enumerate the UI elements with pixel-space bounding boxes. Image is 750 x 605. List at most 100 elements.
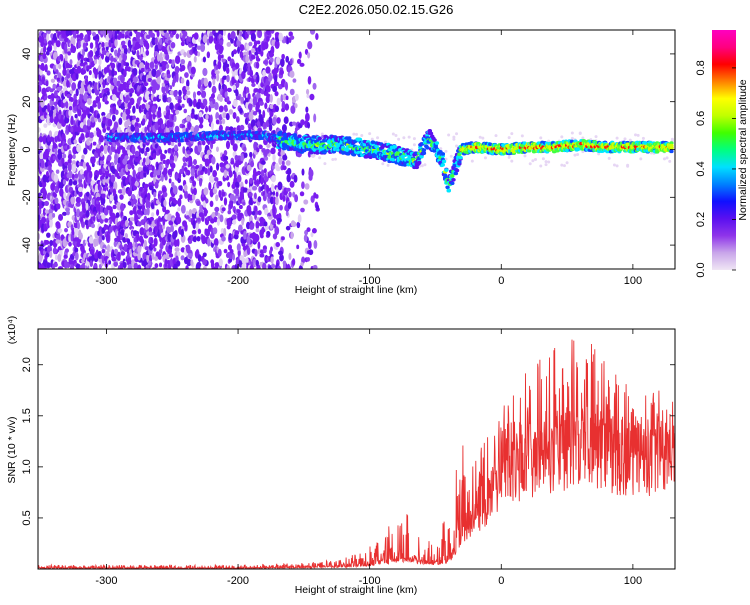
spectrogram-noise-point <box>165 210 169 214</box>
spectrogram-noise-point <box>266 144 270 148</box>
spectrogram-noise-point <box>262 263 266 271</box>
spectrogram-noise-point <box>521 134 524 137</box>
spectrogram-noise-point <box>64 44 67 51</box>
spectrogram-noise-point <box>205 198 208 203</box>
spectrogram-noise-point <box>193 237 197 243</box>
spectrogram-noise-point <box>539 136 542 139</box>
spectrogram-noise-point <box>53 193 57 198</box>
spectrogram-noise-point <box>171 42 176 48</box>
spectrogram-noise-point <box>189 99 193 106</box>
spectrogram-noise-point <box>190 126 194 133</box>
spectrogram-noise-point <box>275 105 279 112</box>
spectrogram-noise-point <box>299 63 304 67</box>
spectrogram-noise-point <box>107 156 112 160</box>
spectrogram-noise-point <box>191 67 196 75</box>
spectrogram-noise-point <box>260 234 264 238</box>
spectrogram-noise-point <box>147 193 151 200</box>
spectrogram-noise-point <box>170 225 174 232</box>
spectrogram-noise-point <box>142 118 145 124</box>
spectrogram-noise-point <box>93 142 97 146</box>
spectrogram-noise-point <box>132 169 136 177</box>
spectrogram-noise-point <box>288 253 291 260</box>
spectrogram-noise-point <box>270 256 273 263</box>
spectrogram-noise-point <box>43 123 47 128</box>
spectrogram-noise-point <box>178 90 182 96</box>
spectrogram-noise-point <box>217 218 220 226</box>
spectrogram-noise-point <box>278 251 283 255</box>
spectrogram-noise-point <box>331 158 334 161</box>
spectrogram-noise-point <box>288 191 292 197</box>
spectrogram-noise-point <box>132 106 136 114</box>
spectrogram-noise-point <box>181 65 186 71</box>
spectrogram-noise-point <box>188 156 192 164</box>
spectrogram-noise-point <box>263 60 268 65</box>
spectrogram-noise-point <box>312 228 317 233</box>
spectrogram-noise-point <box>394 134 397 137</box>
spectrogram-noise-point <box>293 175 297 183</box>
spectrogram-noise-point <box>360 134 363 137</box>
spectrogram-noise-point <box>510 132 513 135</box>
spectrogram-noise-point <box>227 225 231 230</box>
spectrogram-noise-point <box>413 137 416 140</box>
spectrogram-noise-point <box>74 228 78 236</box>
spectrogram-noise-point <box>257 241 260 249</box>
spectrogram-noise-point <box>71 82 76 91</box>
spectrogram-noise-point <box>266 36 270 42</box>
spectrogram-noise-point <box>192 230 197 235</box>
spectrogram-noise-point <box>259 101 264 106</box>
spectrogram-noise-point <box>125 97 129 103</box>
spectrogram-noise-point <box>184 31 187 37</box>
spectrogram-noise-point <box>197 218 201 222</box>
spectrogram-noise-point <box>133 76 138 83</box>
spectrogram-noise-point <box>309 94 314 101</box>
spectrogram-noise-point <box>255 260 258 266</box>
spectrogram-noise-point <box>106 178 110 183</box>
spectrogram-noise-point <box>114 153 118 161</box>
spectrogram-noise-point <box>89 132 94 138</box>
spectrogram-noise-point <box>300 208 305 213</box>
spectrogram-noise-point <box>81 55 84 60</box>
spectrogram-noise-point <box>196 102 201 109</box>
spectrogram-noise-point <box>315 33 318 40</box>
spectrogram-noise-point <box>573 154 576 157</box>
spectrogram-noise-point <box>421 164 424 167</box>
spectrogram-noise-point <box>137 265 141 271</box>
spectrogram-noise-point <box>112 115 116 122</box>
spectrogram-noise-point <box>113 189 117 197</box>
spectrogram-noise-point <box>215 70 220 74</box>
spectrogram-noise-point <box>208 81 212 88</box>
spectrogram-noise-point <box>180 185 183 191</box>
spectrogram-noise-point <box>233 100 238 107</box>
spectrogram-noise-point <box>608 157 611 160</box>
spectrogram-noise-point <box>176 33 180 39</box>
spectrogram-noise-point <box>242 202 245 206</box>
spectrogram-noise-point <box>178 142 181 147</box>
spectrogram-noise-point <box>254 40 257 47</box>
spectrogram-noise-point <box>286 226 291 231</box>
spectrogram-noise-point <box>256 55 259 62</box>
spectrogram-noise-point <box>83 110 86 119</box>
spectrogram-noise-point <box>165 53 169 60</box>
spectrogram-noise-point <box>232 214 237 220</box>
spectrogram-noise-point <box>36 127 41 133</box>
spectrogram-noise-point <box>184 184 188 191</box>
spectrogram-noise-point <box>172 59 175 67</box>
spectrogram-noise-point <box>142 75 146 82</box>
spectrogram-noise-point <box>106 173 109 177</box>
spectrogram-noise-point <box>171 26 176 35</box>
spectrogram-noise-point <box>263 249 267 254</box>
spectrogram-noise-point <box>292 258 295 266</box>
spectrogram-noise-point <box>163 192 167 198</box>
spectrogram-noise-point <box>55 197 59 204</box>
spectrogram-noise-point <box>294 103 297 108</box>
spectrogram-noise-point <box>197 91 201 96</box>
spectrogram-noise-point <box>282 155 287 161</box>
spectrogram-noise-point <box>90 249 95 255</box>
spectrogram-noise-point <box>179 194 182 199</box>
spectrogram-noise-point <box>637 134 640 137</box>
spectrogram-noise-point <box>397 138 400 141</box>
spectrogram-noise-point <box>307 52 310 58</box>
spectrogram-noise-point <box>547 161 550 164</box>
spectrogram-noise-point <box>254 249 257 256</box>
spectrogram-noise-point <box>193 188 197 195</box>
